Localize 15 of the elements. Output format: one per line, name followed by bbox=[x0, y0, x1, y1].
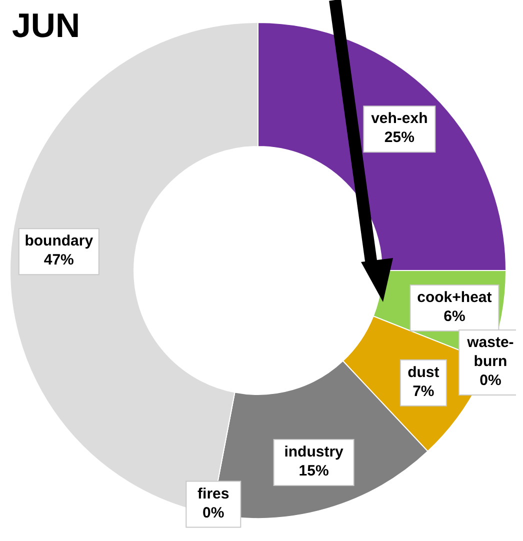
text: 0% bbox=[480, 372, 502, 390]
data-label: 15% bbox=[298, 462, 329, 480]
data-label: 7% bbox=[412, 382, 434, 400]
text: 0% bbox=[202, 504, 224, 522]
slice-label: boundary bbox=[24, 232, 94, 250]
slice-label: cook+heat bbox=[417, 288, 492, 306]
data-label: 47% bbox=[44, 252, 74, 269]
data-label: 25% bbox=[384, 129, 414, 146]
chart-title: JUN bbox=[12, 7, 80, 45]
data-label: 6% bbox=[444, 308, 466, 325]
slice-label: dust bbox=[408, 364, 440, 381]
slice-label: industry bbox=[284, 444, 344, 461]
category-label: waste-burn bbox=[467, 334, 514, 370]
category-label: fires bbox=[198, 485, 230, 502]
slice-label: veh-exh bbox=[371, 110, 428, 128]
